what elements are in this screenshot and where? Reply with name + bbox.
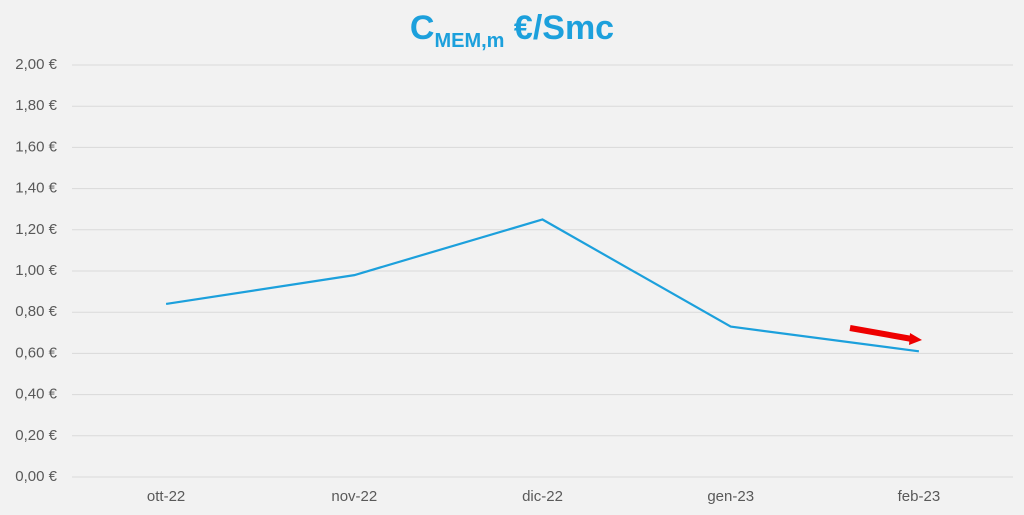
y-tick-label: 1,80 € <box>15 97 57 114</box>
y-tick-label: 1,20 € <box>15 221 57 238</box>
y-tick-label: 0,20 € <box>15 427 57 444</box>
y-tick-label: 0,60 € <box>15 344 57 361</box>
y-tick-label: 1,40 € <box>15 180 57 197</box>
y-tick-label: 1,60 € <box>15 138 57 155</box>
x-tick-label: dic-22 <box>522 488 563 505</box>
x-tick-label: gen-23 <box>707 488 754 505</box>
title-main: C <box>410 9 435 47</box>
y-tick-label: 2,00 € <box>15 56 57 73</box>
y-tick-label: 1,00 € <box>15 262 57 279</box>
arrow-head <box>909 333 922 345</box>
title-space <box>504 9 513 47</box>
title-suffix: €/Smc <box>514 9 614 47</box>
chart-title: CMEM,m €/Smc <box>410 9 614 52</box>
y-tick-label: 0,00 € <box>15 468 57 485</box>
data-line <box>165 218 920 353</box>
x-tick-label: feb-23 <box>898 488 941 505</box>
x-tick-label: ott-22 <box>147 488 185 505</box>
title-subscript: MEM,m <box>434 30 504 52</box>
y-tick-label: 0,80 € <box>15 303 57 320</box>
x-tick-label: nov-22 <box>331 488 377 505</box>
y-tick-label: 0,40 € <box>15 386 57 403</box>
annotation-arrow <box>849 325 922 345</box>
arrow-shaft <box>849 325 913 342</box>
